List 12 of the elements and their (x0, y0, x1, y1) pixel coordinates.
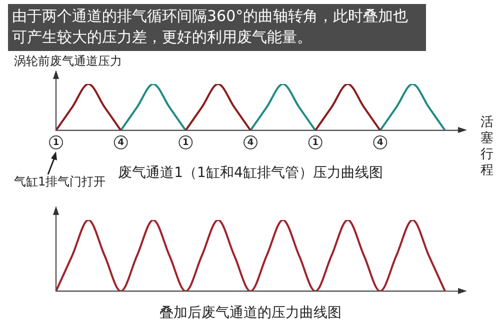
text: 气缸1排气门打开 (14, 174, 106, 189)
x-tick-label: 1 (312, 138, 318, 148)
x-tick-label: 4 (118, 138, 124, 148)
x-tick-label: 1 (182, 138, 189, 148)
y-axis-title: 涡轮前废气通道压力 (14, 54, 122, 68)
x-tick-label: 4 (247, 138, 254, 148)
text: 叠加后废气通道的压力曲线图 (160, 305, 342, 322)
text: 由于两个通道的排气循环间隔360°的曲轴转角，此时叠加也可产生较大的压力差，更好的利用废气能量。 (8, 4, 426, 51)
x-tick-label: 1 (52, 138, 60, 148)
text: 废气通道1（1缸和4缸排气管）压力曲线图 (118, 165, 383, 182)
x-tick-label: 4 (377, 138, 384, 148)
x-axis-title: 活塞行程 (480, 114, 494, 178)
